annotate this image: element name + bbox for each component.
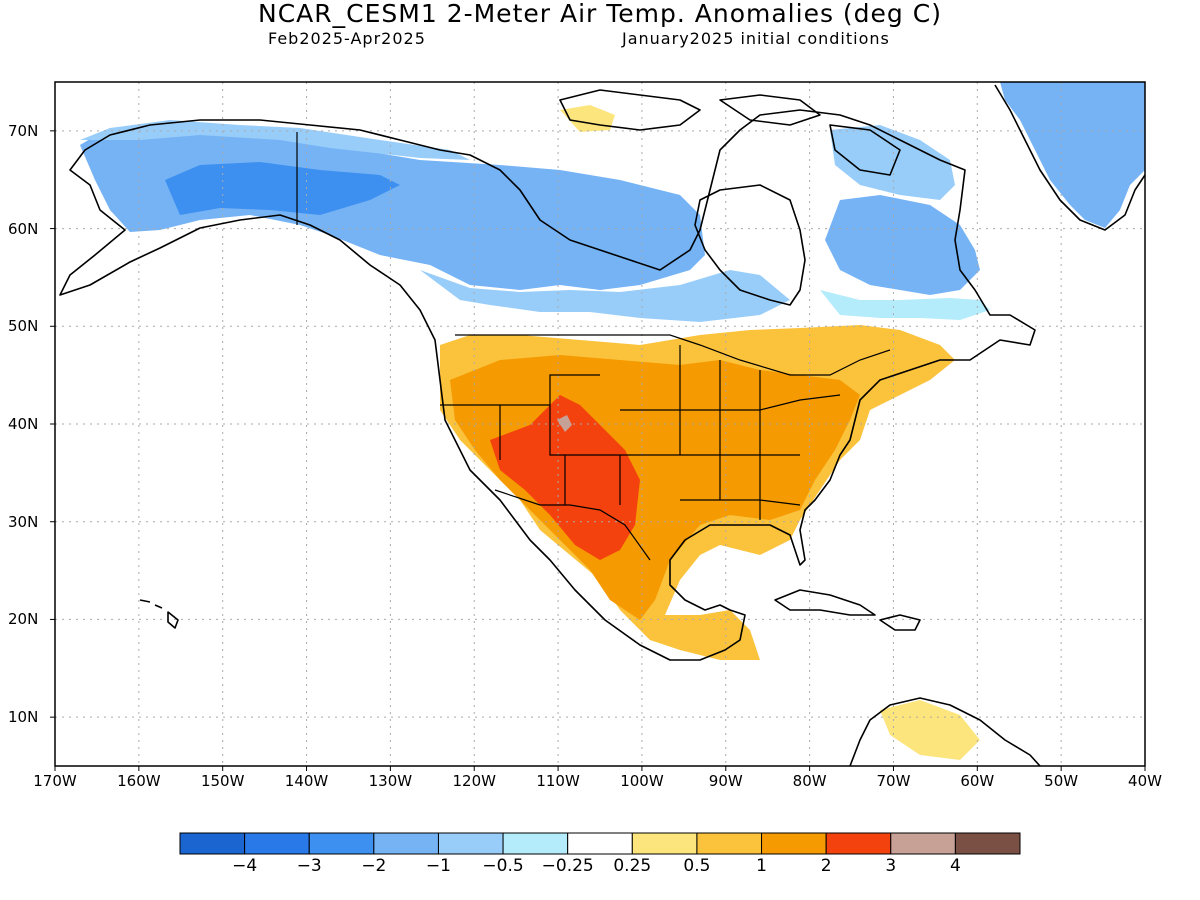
colorbar-label: −1 — [425, 856, 451, 876]
anomaly-fill — [80, 82, 1145, 760]
cold-region-greenland — [1000, 82, 1145, 228]
lat-tick-label: 60N — [8, 219, 39, 238]
border-us-canada — [455, 334, 891, 376]
axis-ticks — [50, 130, 1146, 771]
lon-tick-label: 130W — [368, 772, 413, 790]
lon-tick-label: 50W — [1044, 772, 1079, 790]
lon-tick-label: 170W — [33, 772, 77, 790]
colorbar-label: 3 — [885, 856, 897, 876]
lat-tick-label: 70N — [8, 121, 39, 140]
colorbar-label: 0.5 — [683, 856, 711, 876]
colorbar-label: −2 — [361, 856, 387, 876]
warm-region-us-core — [450, 355, 860, 620]
lon-tick-label: 150W — [200, 772, 245, 790]
lon-tick-label: 80W — [792, 772, 827, 790]
lon-tick-label: 100W — [620, 772, 664, 790]
colorbar-swatch — [696, 832, 763, 855]
coastline-hudson-bay — [694, 184, 806, 306]
cold-region-quebec — [825, 195, 980, 295]
colorbar-swatch — [179, 832, 246, 855]
coastline-hawaii — [139, 599, 179, 629]
colorbar-swatch — [890, 832, 956, 855]
lat-tick-label: 40N — [8, 415, 39, 433]
map-title: NCAR_CESM1 2-Meter Air Temp. Anomalies (… — [258, 0, 942, 28]
colorbar — [179, 832, 1021, 855]
cool-region-labrador — [830, 125, 955, 200]
warm-region-venezuela — [880, 700, 980, 760]
lat-tick-label: 30N — [8, 512, 39, 531]
colorbar-label: −3 — [296, 856, 322, 876]
colorbar-label: −4 — [232, 856, 258, 876]
lon-tick-label: 60W — [960, 772, 995, 790]
lon-tick-label: 140W — [284, 772, 329, 790]
coastline-south-america — [849, 697, 1041, 766]
colorbar-label: 4 — [949, 856, 961, 876]
colorbar-swatch — [502, 832, 569, 855]
coastline-cuba — [774, 589, 876, 616]
colorbar-label: −0.25 — [541, 856, 594, 876]
border-us-mexico — [494, 489, 651, 561]
colorbar-swatch — [567, 832, 633, 855]
colorbar-label: 1 — [756, 856, 767, 876]
colorbar-label: 0.25 — [613, 856, 652, 876]
colorbar-swatch — [825, 832, 892, 855]
coastline-north-america — [59, 109, 1036, 661]
lat-tick-label: 20N — [8, 610, 39, 629]
lon-tick-label: 90W — [708, 772, 743, 790]
cool-region-quebec-south — [820, 290, 990, 320]
warm-region-arctic-islands — [560, 105, 615, 132]
gridlines — [55, 82, 1145, 766]
cool-region-alaska-coast — [80, 120, 470, 160]
lon-tick-label: 160W — [117, 772, 161, 790]
very-hot-spot — [557, 415, 572, 432]
colorbar-swatch — [761, 832, 827, 855]
cold-region-alaska-core — [165, 162, 400, 215]
cool-region-canada — [420, 270, 790, 322]
lat-tick-label: 10N — [8, 708, 39, 727]
lat-tick-label: 50N — [8, 317, 39, 336]
coastlines — [59, 84, 1145, 766]
us-state-lines — [440, 345, 841, 520]
colorbar-swatch — [954, 832, 1021, 855]
coastline-hispaniola — [879, 614, 921, 631]
lon-tick-label: 40W — [1128, 772, 1162, 790]
initial-conditions: January2025 initial conditions — [622, 29, 890, 48]
political-borders — [296, 132, 891, 561]
lon-tick-label: 110W — [536, 772, 580, 790]
lon-tick-label: 70W — [876, 772, 911, 790]
colorbar-swatch — [631, 832, 698, 855]
forecast-period: Feb2025-Apr2025 — [268, 29, 426, 48]
coastline-arctic-islands — [559, 89, 901, 176]
colorbar-swatch — [308, 832, 375, 855]
colorbar-swatch — [373, 832, 439, 855]
lon-tick-label: 120W — [452, 772, 496, 790]
colorbar-swatch — [244, 832, 310, 855]
colorbar-label: −0.5 — [482, 856, 524, 876]
colorbar-label: 2 — [820, 856, 832, 876]
coastline-greenland — [994, 84, 1145, 231]
colorbar-swatch — [437, 832, 504, 855]
